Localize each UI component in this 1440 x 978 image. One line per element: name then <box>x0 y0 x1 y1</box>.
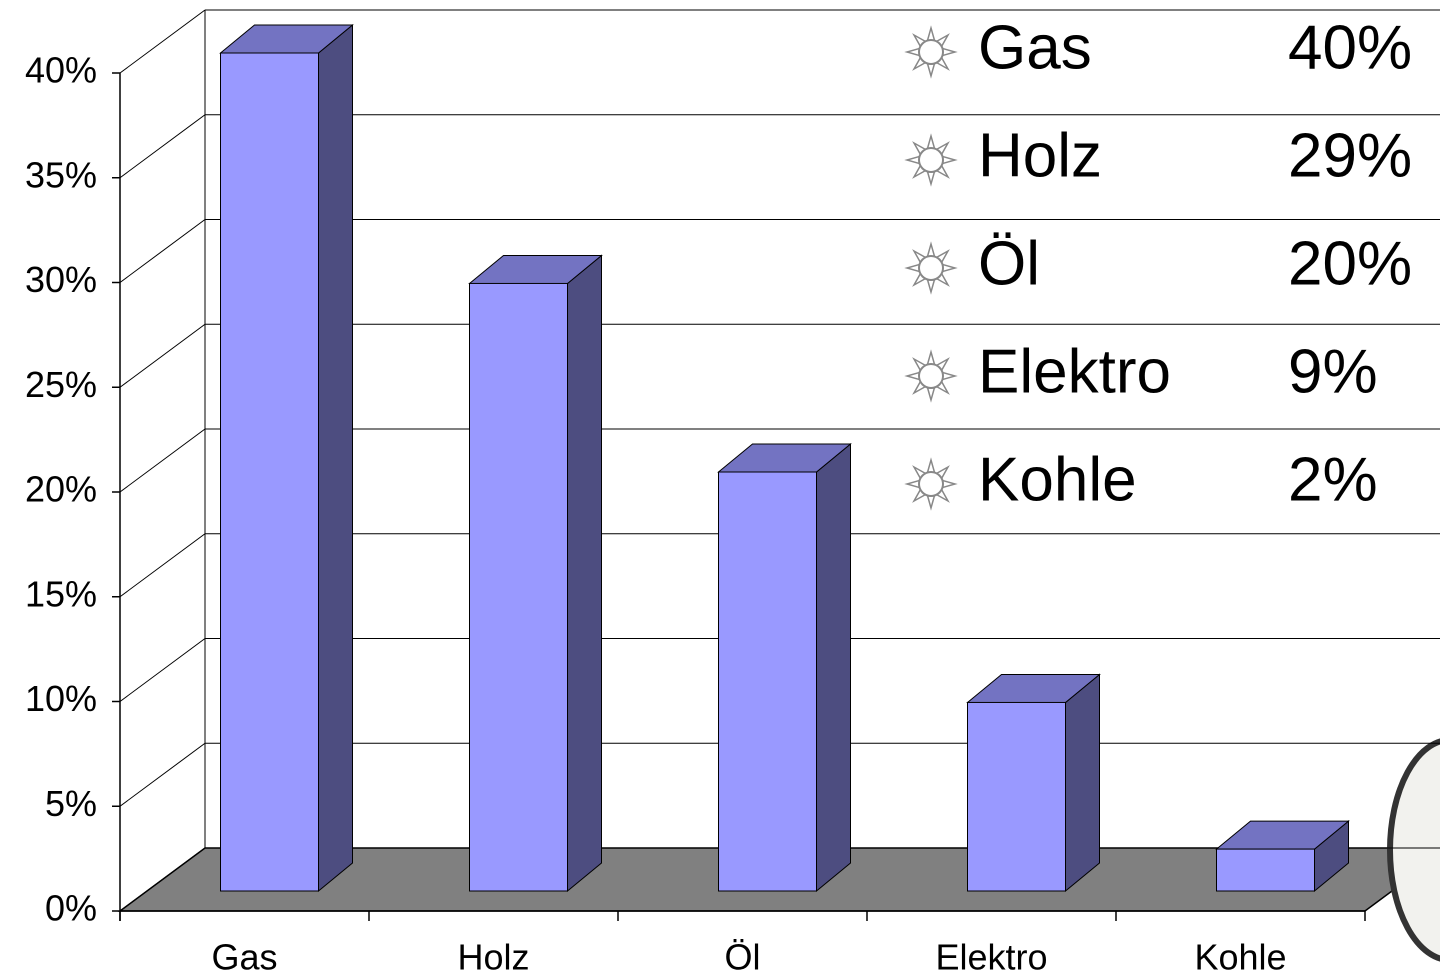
bullet-ray <box>927 352 934 365</box>
list-value: 20% <box>1288 229 1412 298</box>
bullet-icon <box>907 352 955 400</box>
bullet-icon <box>907 244 955 292</box>
list-value: 2% <box>1288 445 1378 514</box>
bullet-ray <box>927 244 934 257</box>
bar <box>221 53 319 891</box>
decoration <box>1390 740 1440 960</box>
bullet-ray <box>927 279 934 292</box>
grid-line <box>120 639 205 702</box>
bar <box>1217 849 1315 891</box>
list-value: 40% <box>1288 13 1412 82</box>
chart: 0% 5% 10% 15% 20% 25% 30% 35% 40% Gas Holz Öl Elektr… <box>0 0 1440 978</box>
grid-line <box>120 220 205 283</box>
bullet-ray <box>942 156 955 163</box>
bar-side <box>319 25 353 891</box>
bullet-ray <box>907 156 920 163</box>
list-label: Öl <box>978 229 1040 298</box>
x-tick-label: Elektro <box>935 937 1047 978</box>
bullet-ray <box>927 387 934 400</box>
x-tick-label: Gas <box>211 937 277 978</box>
bullet-core <box>919 40 943 64</box>
bullet-ray <box>927 495 934 508</box>
bullet-ray <box>927 28 934 41</box>
bar <box>719 472 817 891</box>
y-tick-label: 40% <box>25 50 97 91</box>
bullet-icon <box>907 460 955 508</box>
grid-line <box>120 10 205 73</box>
bullet-ray <box>907 264 920 271</box>
bullet-ray <box>927 171 934 184</box>
y-tick-label: 35% <box>25 154 97 195</box>
bullet-ray <box>907 372 920 379</box>
grid-line <box>120 534 205 597</box>
bar <box>470 283 568 891</box>
bullet-ray <box>907 480 920 487</box>
bullet-core <box>919 256 943 280</box>
list-label: Kohle <box>978 445 1137 514</box>
y-tick-label: 25% <box>25 364 97 405</box>
list-label: Gas <box>978 13 1092 82</box>
bullet-ray <box>927 460 934 473</box>
bar-side <box>568 255 602 891</box>
bullet-icon <box>907 136 955 184</box>
bar-side <box>1066 674 1100 891</box>
list-value: 29% <box>1288 121 1412 190</box>
bullet-ray <box>927 136 934 149</box>
list-label: Elektro <box>978 337 1171 406</box>
grid-line <box>120 324 205 387</box>
x-tick-label: Kohle <box>1194 937 1286 978</box>
bullet-core <box>919 472 943 496</box>
bullet-ray <box>927 63 934 76</box>
x-tick-label: Holz <box>457 937 529 978</box>
x-tick-label: Öl <box>725 937 761 978</box>
bullet-ray <box>942 372 955 379</box>
bullet-ray <box>942 48 955 55</box>
grid-line <box>120 115 205 178</box>
bar-side <box>817 444 851 891</box>
bullet-core <box>919 148 943 172</box>
bullet-ray <box>907 48 920 55</box>
y-tick-label: 10% <box>25 678 97 719</box>
y-tick-label: 5% <box>45 783 97 824</box>
list-value: 9% <box>1288 337 1378 406</box>
list-label: Holz <box>978 121 1102 190</box>
bullet-ray <box>942 480 955 487</box>
y-tick-label: 30% <box>25 259 97 300</box>
bullet-icon <box>907 28 955 76</box>
bullet-ray <box>942 264 955 271</box>
grid-line <box>120 743 205 806</box>
grid-line <box>120 429 205 492</box>
y-tick-label: 15% <box>25 573 97 614</box>
bar <box>968 702 1066 891</box>
y-tick-label: 20% <box>25 469 97 510</box>
y-tick-label: 0% <box>45 888 97 929</box>
bullet-core <box>919 364 943 388</box>
